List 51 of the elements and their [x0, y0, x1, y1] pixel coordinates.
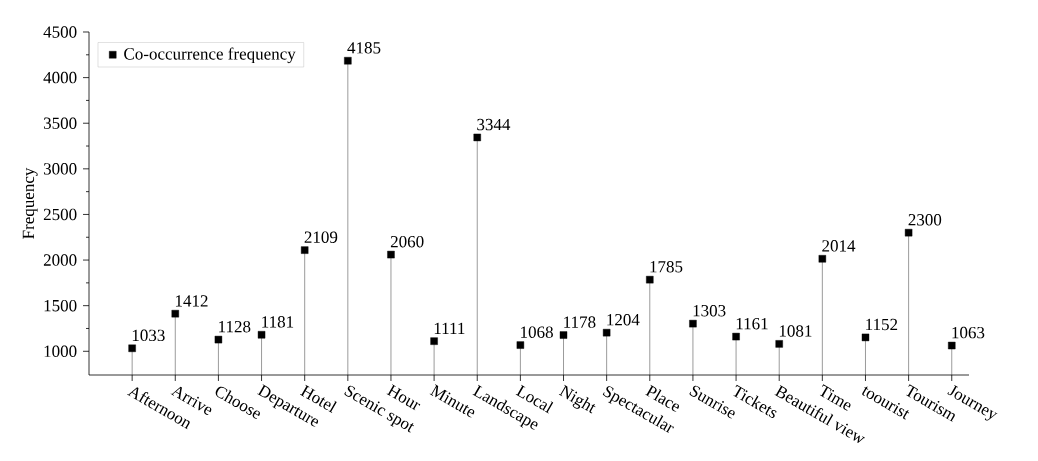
- data-label: 2014: [822, 240, 856, 252]
- data-label: 1081: [779, 325, 812, 337]
- point: [473, 133, 481, 142]
- y-tick-label: 3500: [43, 117, 77, 129]
- point: [689, 319, 697, 328]
- y-tick-label: 2000: [43, 254, 77, 266]
- point: [904, 228, 913, 237]
- y-tick-label: 4000: [43, 71, 77, 84]
- point: [948, 341, 956, 350]
- data-label: 1033: [132, 329, 165, 342]
- data-label: 1111: [434, 322, 465, 334]
- point: [128, 344, 136, 352]
- y-tick-label: 1000: [44, 345, 77, 358]
- x-tick-label: Hour: [386, 384, 421, 411]
- point: [171, 310, 179, 318]
- data-label: 2060: [390, 235, 424, 248]
- data-label: 1161: [736, 317, 768, 330]
- data-label: 1181: [262, 316, 294, 328]
- data-label: 1178: [564, 316, 596, 328]
- data-label: 1303: [693, 304, 726, 317]
- point: [559, 331, 568, 339]
- point: [387, 250, 395, 259]
- point: [602, 328, 611, 337]
- data-label: 2109: [304, 231, 338, 243]
- data-label: 1068: [521, 326, 553, 338]
- data-label: 1063: [952, 326, 985, 339]
- point: [646, 275, 654, 284]
- point: [214, 335, 223, 344]
- data-label: 4185: [347, 42, 381, 54]
- y-tick-label: 2500: [43, 208, 77, 221]
- point: [300, 246, 309, 254]
- data-label: 1412: [175, 295, 208, 307]
- y-axis-title: Frequency: [22, 167, 38, 239]
- y-tick-label: 4500: [43, 26, 77, 38]
- data-label: 3344: [477, 118, 511, 131]
- point: [430, 337, 438, 345]
- data-label: 1785: [650, 261, 683, 273]
- data-label: 1152: [866, 318, 898, 331]
- legend-label: Co-occurrence frequency: [124, 47, 296, 64]
- y-tick-label: 3000: [43, 163, 77, 175]
- y-tick-label: 1500: [44, 299, 77, 312]
- point: [344, 57, 352, 65]
- point: [257, 331, 266, 339]
- point: [732, 332, 740, 341]
- data-label: 1128: [219, 320, 251, 333]
- point: [818, 255, 827, 263]
- point: [861, 333, 870, 342]
- data-label: 2300: [908, 214, 942, 226]
- data-label: 1204: [607, 314, 640, 326]
- point: [516, 341, 525, 349]
- point: [775, 340, 783, 348]
